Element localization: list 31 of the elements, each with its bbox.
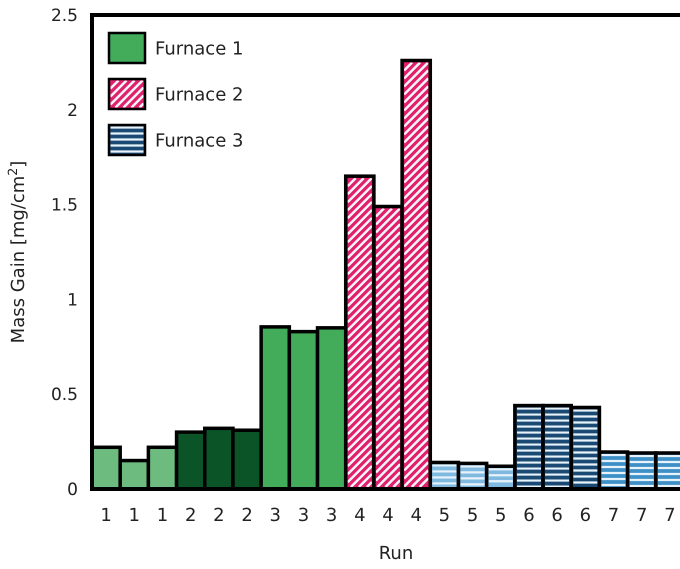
x-tick-label: 6 (523, 505, 535, 526)
y-tick-label: 1.5 (50, 196, 78, 216)
y-tick-label: 2.5 (50, 6, 78, 26)
x-tick-label: 4 (410, 505, 422, 526)
y-tick-label: 0 (67, 480, 78, 500)
x-tick-label: 6 (551, 505, 563, 526)
x-tick-label: 5 (438, 505, 450, 526)
x-tick-label: 6 (580, 505, 592, 526)
x-tick-label: 2 (213, 505, 225, 526)
x-tick-label: 1 (128, 505, 140, 526)
x-tick-label: 7 (664, 505, 676, 526)
legend-label: Furnace 2 (155, 84, 244, 106)
x-axis-title: Run (378, 543, 414, 564)
x-tick-label: 1 (100, 505, 112, 526)
y-tick-label: 0.5 (50, 385, 78, 406)
x-tick-label: 2 (184, 505, 196, 526)
legend-label: Furnace 3 (155, 130, 244, 152)
x-tick-label: 3 (298, 505, 310, 526)
x-tick-label: 5 (466, 505, 478, 526)
x-tick-label: 7 (636, 505, 648, 526)
x-tick-label: 2 (241, 505, 253, 526)
y-tick-label: 1 (67, 290, 78, 310)
x-tick-label: 4 (354, 505, 366, 526)
x-tick-label: 4 (382, 505, 394, 526)
y-tick-label: 2 (67, 100, 78, 121)
x-tick-label: 7 (608, 505, 620, 526)
legend-label: Furnace 1 (155, 38, 244, 60)
x-tick-label: 3 (270, 505, 281, 526)
x-tick-label: 1 (156, 505, 168, 526)
x-tick-label: 5 (495, 505, 506, 526)
x-tick-label: 3 (326, 505, 338, 526)
